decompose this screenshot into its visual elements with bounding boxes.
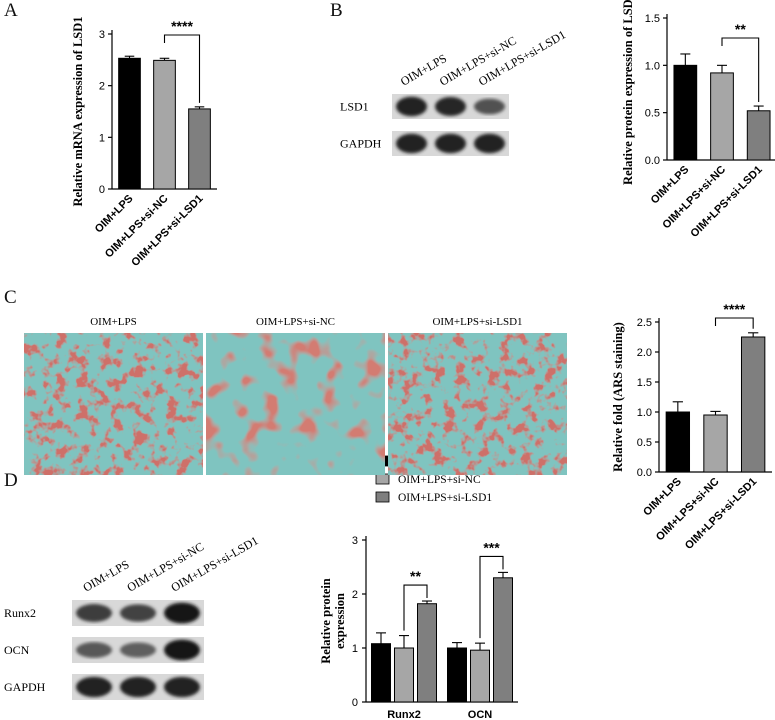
stain-image: [206, 333, 385, 475]
blot-row-label: GAPDH: [340, 137, 382, 151]
y-tick-label: 0.0: [645, 155, 660, 167]
bar-c-0: [665, 411, 691, 473]
blot-band: [120, 642, 156, 658]
x-category-label: OIM+LPS+si-LSD1: [683, 476, 759, 552]
bar-d-1-2: [493, 577, 513, 703]
blot-d: OIM+LPSOIM+LPS+si-NCOIM+LPS+si-LSD1Runx2…: [4, 533, 261, 700]
y-tick-label: 3: [352, 535, 358, 547]
x-category-label: OIM+LPS+si-NC: [660, 164, 728, 232]
y-axis-label: Relative protein: [319, 578, 333, 664]
legend-label: OIM+LPS+si-LSD1: [398, 492, 492, 504]
legend-swatch: [375, 491, 390, 503]
significance-label: ***: [483, 539, 500, 555]
y-axis-label: Relative protein expression of LSD1: [621, 0, 635, 185]
panel-letter-b: B: [330, 0, 343, 21]
significance-bracket: [721, 37, 760, 103]
y-tick-label: 1: [99, 132, 105, 144]
y-axis-label-line2: expression: [333, 593, 347, 649]
image-caption: OIM+LPS+si-NC: [256, 316, 335, 328]
bar-d-0-2: [417, 603, 437, 703]
bar-b-1: [710, 72, 734, 161]
significance-label: **: [410, 568, 421, 584]
y-tick-label: 1.5: [637, 377, 652, 389]
blot-band: [164, 676, 200, 698]
image-caption: OIM+LPS+si-LSD1: [432, 316, 522, 328]
y-tick-label: 0: [99, 184, 105, 196]
blot-band: [474, 98, 505, 115]
stain-image: [388, 333, 567, 475]
bar-d-0-0: [371, 643, 391, 703]
x-category-label: OIM+LPS+si-LSD1: [688, 164, 764, 240]
y-tick-label: 1.0: [645, 60, 660, 72]
lane-label: OIM+LPS: [81, 557, 132, 595]
x-category-label: OIM+LPS+si-NC: [103, 193, 171, 261]
legend-label: OIM+LPS+si-NC: [398, 474, 481, 486]
chart-d: 0 1 2 3 Runx2 OCN Relative protein expression **…: [319, 455, 518, 720]
bar-b-0: [673, 64, 698, 161]
significance-bracket: [403, 584, 428, 631]
y-tick-label: 2: [352, 589, 358, 601]
panel-letter-d: D: [4, 470, 18, 491]
y-tick-label: 0: [352, 697, 358, 709]
y-axis-label: Relative fold (ARS staining): [611, 322, 625, 472]
chart-a: 0123OIM+LPSOIM+LPS+si-NCOIM+LPS+si-LSD1R…: [71, 16, 217, 269]
blot-b: OIM+LPSOIM+LPS+si-NCOIM+LPS+si-LSD1LSD1G…: [340, 27, 568, 156]
chart-b: 0.00.51.01.5OIM+LPSOIM+LPS+si-NCOIM+LPS+…: [621, 0, 775, 240]
blot-row-label: OCN: [4, 643, 30, 657]
chart-c: 0.00.51.01.52.02.5OIM+LPSOIM+LPS+si-NCOI…: [611, 301, 772, 552]
image-caption: OIM+LPS: [90, 316, 137, 328]
blot-band: [120, 604, 156, 622]
y-tick-label: 2.0: [637, 347, 652, 359]
blot-band: [474, 133, 505, 154]
bar-d-1-1: [470, 649, 490, 703]
blot-row-label: Runx2: [4, 606, 36, 620]
bar-a-0: [118, 57, 141, 190]
y-tick-label: 0.5: [637, 437, 652, 449]
blot-band: [435, 97, 466, 116]
blot-band: [396, 96, 427, 117]
bar-c-2: [740, 336, 766, 473]
bar-b-2: [746, 110, 771, 161]
staining-images: OIM+LPS OIM+LPS+si-NC OIM+LPS+si-LSD1: [24, 316, 567, 475]
y-tick-label: 2: [99, 81, 105, 93]
bar-a-2: [188, 108, 211, 190]
y-axis-label: Relative mRNA expression of LSD1: [71, 16, 85, 206]
legend-swatch: [375, 473, 390, 485]
blot-band: [120, 676, 156, 698]
blot-row-label: LSD1: [340, 100, 369, 114]
significance-bracket: [479, 555, 504, 639]
significance-label: **: [735, 21, 746, 37]
y-tick-label: 2.5: [637, 317, 652, 329]
blot-row-label: GAPDH: [4, 680, 46, 694]
bar-d-0-1: [394, 647, 414, 703]
bar-a-1: [153, 59, 176, 190]
y-tick-label: 1.0: [637, 407, 652, 419]
y-tick-label: 0.5: [645, 108, 660, 120]
significance-bracket: [163, 34, 201, 103]
significance-label: ****: [723, 301, 745, 317]
significance-label: ****: [171, 18, 193, 34]
stain-image: [24, 333, 203, 475]
x-category-label: OCN: [468, 709, 493, 720]
y-tick-label: 1: [352, 643, 358, 655]
blot-band: [396, 133, 427, 154]
panel-letter-c: C: [4, 287, 17, 308]
x-category-label: Runx2: [387, 709, 421, 720]
panel-letter-a: A: [4, 0, 18, 21]
blot-band: [76, 642, 112, 658]
blot-band: [76, 676, 112, 698]
y-tick-label: 1.5: [645, 13, 660, 25]
blot-band: [164, 639, 200, 661]
bar-c-1: [703, 414, 728, 473]
y-tick-label: 0.0: [637, 467, 652, 479]
blot-band: [435, 133, 466, 154]
blot-band: [76, 604, 112, 622]
bar-d-1-0: [447, 647, 467, 703]
significance-bracket: [714, 317, 754, 329]
blot-band: [164, 602, 200, 624]
y-tick-label: 3: [99, 29, 105, 41]
